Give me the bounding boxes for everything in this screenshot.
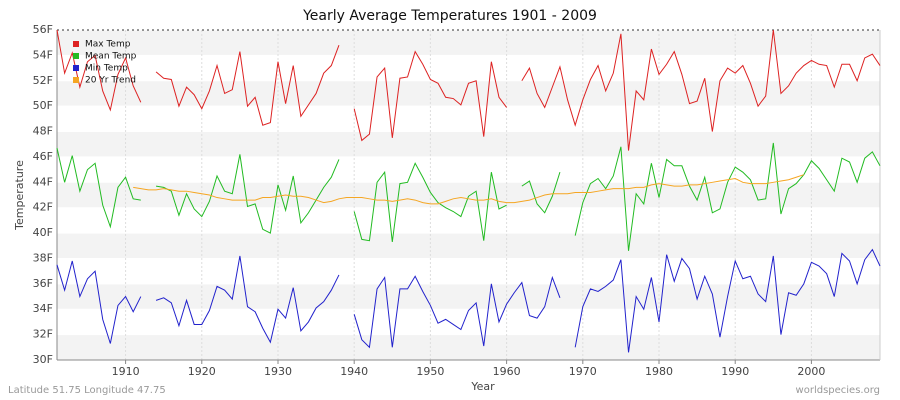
chart-title: Yearly Average Temperatures 1901 - 2009 (302, 8, 597, 24)
x-tick-label: 1980 (645, 365, 673, 378)
grid-band (57, 80, 880, 107)
y-tick-label: 38F (33, 251, 53, 264)
series-line (56, 142, 881, 251)
grid-band (57, 182, 880, 208)
y-tick-label: 56F (33, 23, 53, 36)
grid-band (57, 30, 880, 56)
grid-band (57, 131, 880, 157)
y-tick-label: 44F (33, 175, 53, 188)
y-tick-label: 32F (33, 328, 53, 341)
grid-band (57, 334, 880, 360)
legend-swatch (73, 41, 79, 47)
x-tick-label: 1910 (112, 365, 140, 378)
legend-label: Min Temp (85, 64, 128, 74)
y-tick-label: 34F (33, 302, 53, 315)
footer-left: Latitude 51.75 Longitude 47.75 (8, 385, 166, 396)
series-line (56, 29, 881, 151)
legend-label: Max Temp (85, 40, 131, 50)
series-line (133, 174, 804, 205)
y-tick-label: 50F (33, 99, 53, 112)
x-tick-label: 1930 (264, 365, 292, 378)
footer-right: worldspecies.org (796, 385, 880, 396)
series-line (56, 248, 881, 353)
x-tick-label: 1990 (721, 365, 749, 378)
legend-label: 20 Yr Trend (85, 76, 136, 86)
legend-swatch (73, 53, 79, 59)
y-tick-label: 54F (33, 48, 53, 61)
y-tick-label: 42F (33, 201, 53, 214)
x-axis-label: Year (470, 380, 495, 393)
y-tick-label: 46F (33, 150, 53, 163)
plot-background (57, 29, 880, 361)
y-tick-label: 36F (33, 277, 53, 290)
grid-band (57, 283, 880, 310)
grid-band (57, 233, 880, 259)
legend-label: Mean Temp (85, 52, 137, 62)
y-axis-label: Temperature (13, 160, 26, 231)
y-tick-label: 40F (33, 226, 53, 239)
x-tick-label: 1950 (416, 365, 444, 378)
x-tick-label: 1970 (569, 365, 597, 378)
y-tick-label: 30F (33, 353, 53, 366)
x-tick-label: 1920 (188, 365, 216, 378)
x-tick-label: 2000 (797, 365, 825, 378)
x-tick-label: 1960 (493, 365, 521, 378)
y-tick-label: 52F (33, 74, 53, 87)
y-tick-label: 48F (33, 125, 53, 138)
legend-swatch (73, 77, 79, 83)
x-tick-label: 1940 (340, 365, 368, 378)
legend-swatch (73, 65, 79, 71)
